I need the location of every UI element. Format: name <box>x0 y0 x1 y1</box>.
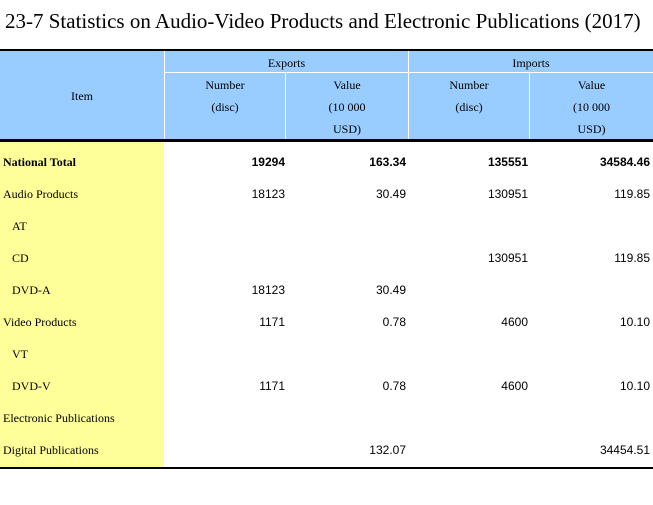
item-column-background <box>0 142 164 467</box>
exports-number: 18123 <box>251 187 285 201</box>
exports-value <box>286 338 406 370</box>
page-title: 23-7 Statistics on Audio-Video Products … <box>5 9 641 33</box>
exports-number <box>165 434 285 466</box>
header-bottom-rule <box>0 139 653 142</box>
imports-number: 4600 <box>501 315 528 329</box>
imports-number: 135551 <box>487 155 528 169</box>
exports-value: 30.49 <box>375 187 406 201</box>
header-value-line1: Value <box>577 78 606 92</box>
header-value-line2: (10 000 <box>328 100 366 114</box>
bottom-rule <box>0 467 653 469</box>
imports-value <box>529 210 650 242</box>
table-row: AT <box>0 210 653 242</box>
header-value-line1: Value <box>333 78 361 92</box>
exports-number <box>165 338 285 370</box>
row-label: DVD-A <box>12 283 51 297</box>
header-imports-value: Value (10 000 USD) <box>530 74 653 140</box>
header-divider <box>164 72 653 73</box>
exports-number <box>165 242 285 274</box>
row-label: DVD-V <box>12 379 51 393</box>
exports-number: 1171 <box>259 315 285 329</box>
top-rule <box>0 49 653 51</box>
exports-number: 18123 <box>251 283 285 297</box>
exports-value: 163.34 <box>369 155 406 169</box>
header-number-line2: (disc) <box>455 100 483 114</box>
row-label: Electronic Publications <box>3 411 115 425</box>
header-divider <box>285 73 286 139</box>
header-value-line3: USD) <box>332 122 361 136</box>
imports-value <box>529 402 650 434</box>
table-row: CD 130951 119.85 <box>0 242 653 274</box>
header-value-line3: USD) <box>577 122 606 136</box>
imports-value <box>529 338 650 370</box>
imports-number: 4600 <box>501 379 528 393</box>
table-header: Item Exports Imports Number (disc) Value… <box>0 51 653 139</box>
header-number-line2: (disc) <box>211 100 239 114</box>
exports-value <box>286 402 406 434</box>
table-row: DVD-V 1171 0.78 4600 10.10 <box>0 370 653 402</box>
header-number-line1: Number <box>449 78 489 92</box>
imports-value <box>529 274 650 306</box>
row-label: CD <box>12 251 29 265</box>
exports-value: 0.78 <box>382 379 406 393</box>
header-imports: Imports <box>512 56 550 70</box>
table-row: Video Products 1171 0.78 4600 10.10 <box>0 306 653 338</box>
header-divider <box>164 51 165 139</box>
imports-number <box>409 434 528 466</box>
exports-value: 0.78 <box>382 315 406 329</box>
row-label: Video Products <box>3 315 77 329</box>
imports-value: 119.85 <box>614 187 650 201</box>
exports-value <box>286 210 406 242</box>
exports-number <box>165 402 285 434</box>
header-exports: Exports <box>267 56 306 70</box>
row-label: Digital Publications <box>3 443 99 457</box>
imports-value: 10.10 <box>619 379 650 393</box>
exports-number <box>165 210 285 242</box>
imports-value: 10.10 <box>619 315 650 329</box>
header-imports-number: Number (disc) <box>409 74 529 118</box>
header-number-line1: Number <box>205 78 245 92</box>
imports-number: 130951 <box>487 187 528 201</box>
imports-value: 34584.46 <box>599 155 650 169</box>
row-label: Audio Products <box>3 187 78 201</box>
exports-number: 1171 <box>259 379 285 393</box>
header-value-line2: (10 000 <box>573 100 610 114</box>
exports-value: 30.49 <box>375 283 406 297</box>
imports-number <box>409 402 528 434</box>
header-item: Item <box>71 89 93 103</box>
table-row: Electronic Publications <box>0 402 653 434</box>
header-exports-value: Value (10 000 USD) <box>286 74 408 140</box>
table-row: DVD-A 18123 30.49 <box>0 274 653 306</box>
imports-number <box>409 210 528 242</box>
header-divider <box>529 73 530 139</box>
row-label: National Total <box>3 155 77 169</box>
exports-number: 19294 <box>251 155 285 169</box>
exports-value <box>286 242 406 274</box>
exports-value: 132.07 <box>369 443 406 457</box>
table-row: National Total 19294 163.34 135551 34584… <box>0 146 653 178</box>
imports-number <box>409 274 528 306</box>
row-label: VT <box>12 347 28 361</box>
imports-number <box>409 338 528 370</box>
imports-value: 34454.51 <box>599 443 650 457</box>
table-row: VT <box>0 338 653 370</box>
header-divider <box>408 51 409 139</box>
header-exports-number: Number (disc) <box>165 74 285 118</box>
table-row: Audio Products 18123 30.49 130951 119.85 <box>0 178 653 210</box>
imports-number: 130951 <box>487 251 528 265</box>
row-label: AT <box>12 219 27 233</box>
imports-value: 119.85 <box>614 251 650 265</box>
table-row: Digital Publications 132.07 34454.51 <box>0 434 653 466</box>
